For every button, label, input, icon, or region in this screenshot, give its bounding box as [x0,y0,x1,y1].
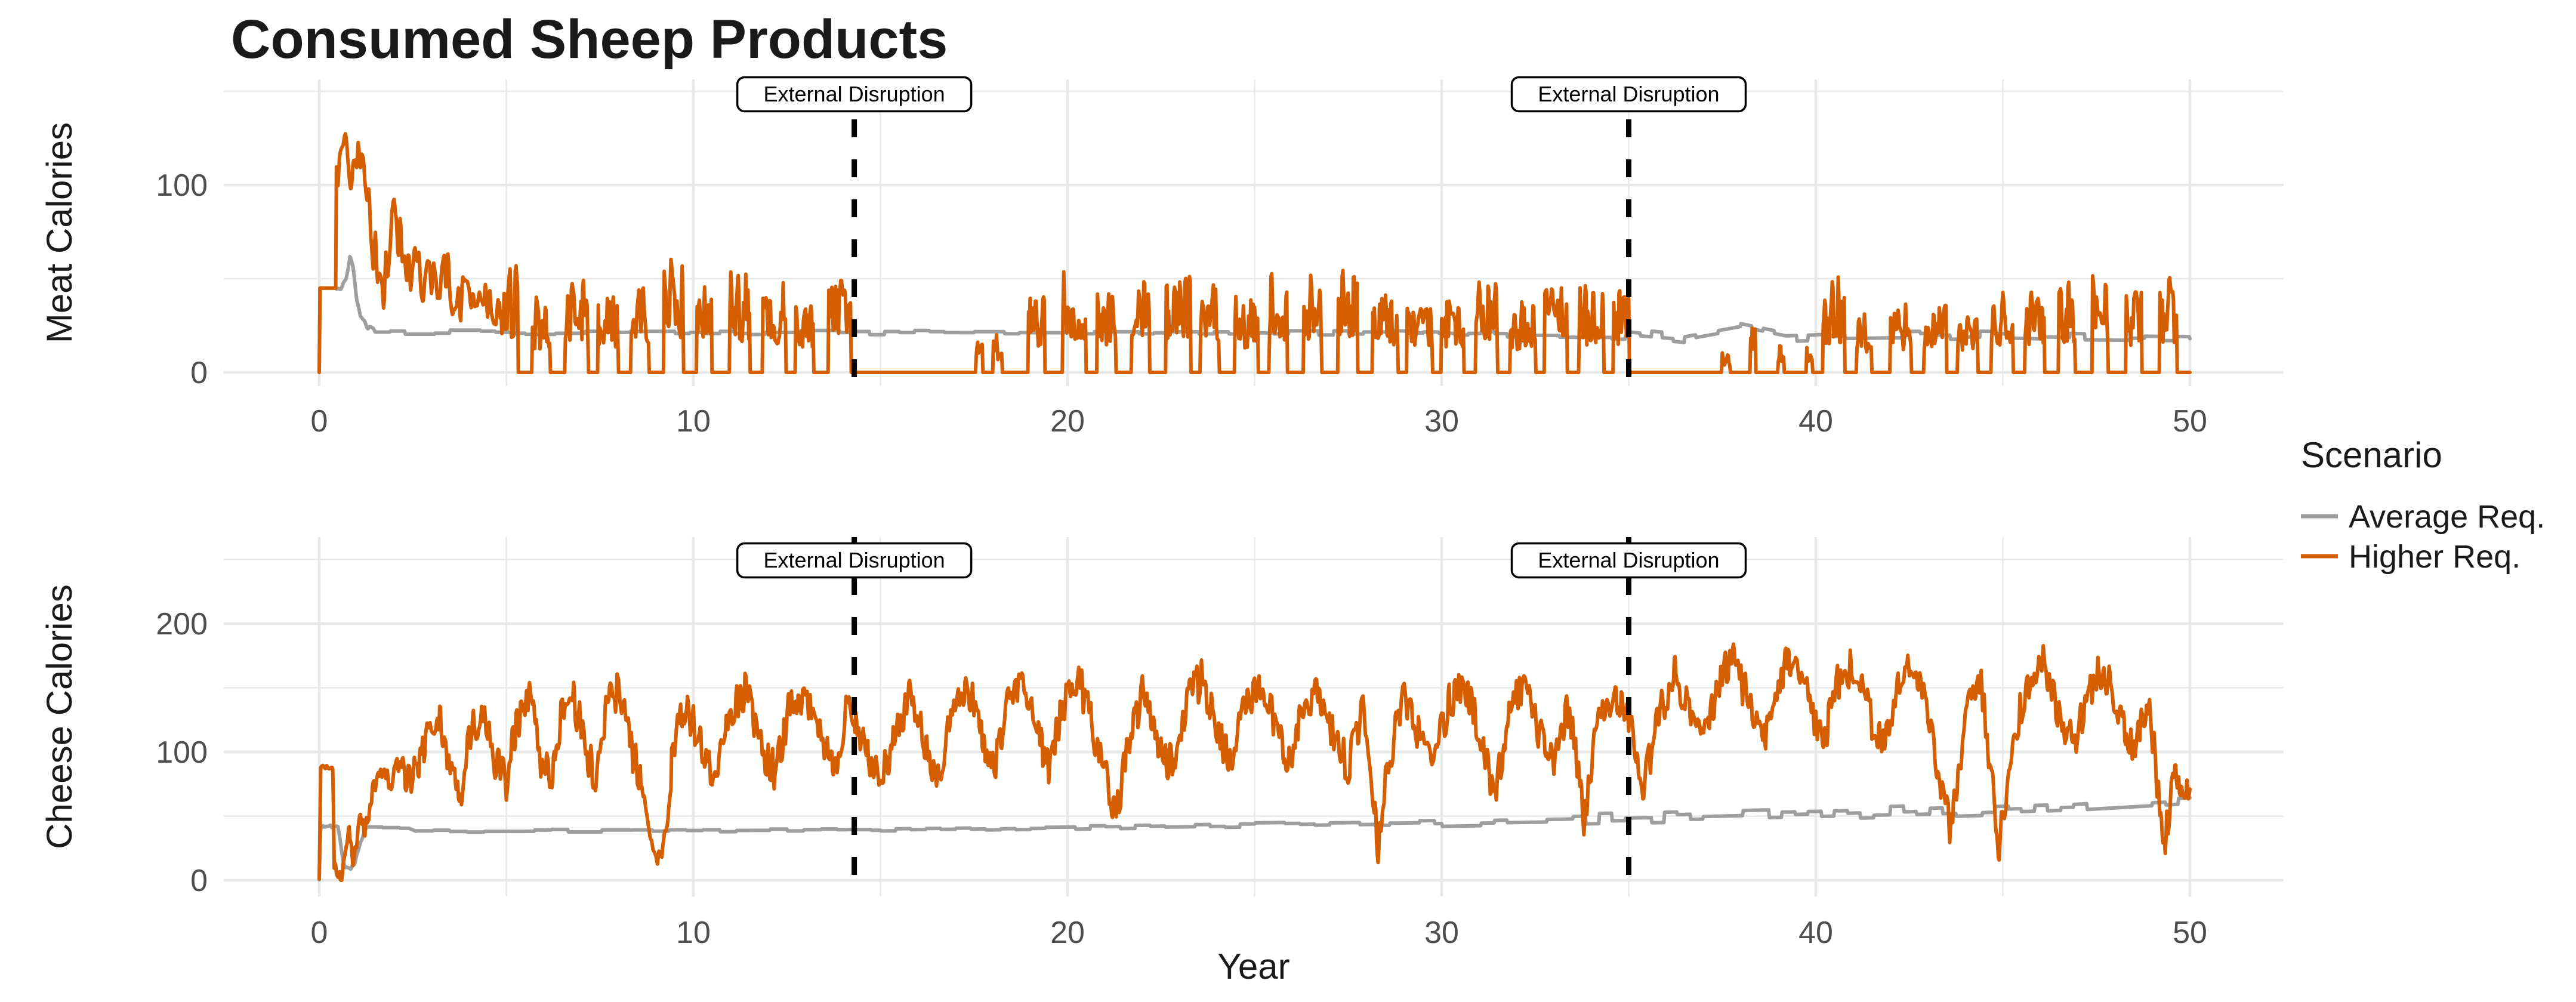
x-axis-title: Year [1217,946,1289,986]
legend-entry-average: Average Req. [2301,499,2545,535]
disruption-label-text: External Disruption [1538,548,1719,572]
y-tick-label: 100 [156,168,208,203]
disruption-label-text: External Disruption [764,82,945,106]
x-tick-label: 50 [2173,404,2207,439]
x-tick-label: 30 [1424,915,1459,950]
plot-area: External Disruption External Disruption 0 1… [156,76,2284,950]
y-tick-label: 0 [190,864,208,898]
disruption-label-box [736,542,973,579]
series-line-average-req [317,796,2192,881]
x-tick-label: 30 [1424,404,1459,439]
legend-label-higher: Higher Req. [2349,539,2521,575]
legend: Scenario Average Req. Higher Req. [2301,435,2545,575]
x-tick-label: 20 [1050,404,1085,439]
disruption-label-box [736,76,973,113]
y-tick-label: 0 [190,356,208,390]
series-line-higher-req [317,642,2192,882]
y-axis-title-meat: Meat Calories [39,122,79,343]
legend-entry-higher: Higher Req. [2301,539,2521,575]
disruption-label-box [1510,76,1747,113]
chart-title: Consumed Sheep Products [231,9,948,70]
x-tick-label: 40 [1798,915,1833,950]
disruption-label-text: External Disruption [764,548,945,572]
x-tick-label: 20 [1050,915,1085,950]
x-tick-label: 50 [2173,915,2207,950]
y-tick-label: 100 [156,735,208,770]
legend-label-average: Average Req. [2349,499,2545,535]
x-tick-label: 10 [676,915,711,950]
x-tick-label: 10 [676,404,711,439]
y-tick-label: 200 [156,607,208,642]
x-tick-label: 40 [1798,404,1833,439]
y-axis-title-cheese: Cheese Calories [39,584,79,849]
disruption-label-box [1510,542,1747,579]
x-tick-label: 0 [311,915,328,950]
disruption-label-text: External Disruption [1538,82,1719,106]
x-tick-label: 0 [311,404,328,439]
legend-title: Scenario [2301,435,2442,475]
series-line-higher-req [317,132,2192,374]
